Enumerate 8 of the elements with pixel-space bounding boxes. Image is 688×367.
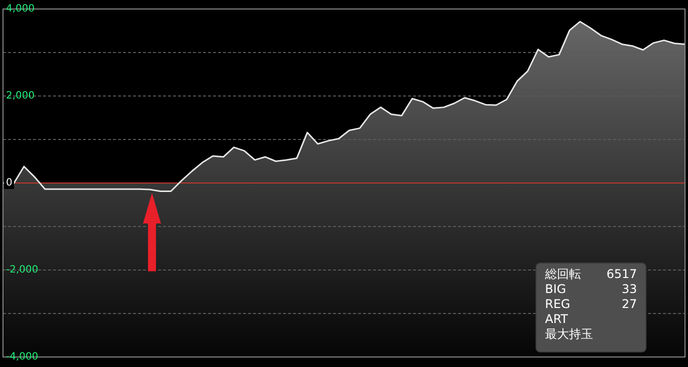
annotation: 最大持玉: [545, 327, 593, 341]
annotation: ART: [545, 312, 569, 326]
y-tick-label: -2,000: [6, 264, 38, 276]
y-tick-label: 2,000: [6, 90, 35, 102]
y-tick-label: 0: [6, 178, 12, 188]
text: 総回転 6517: [545, 267, 637, 281]
text: REG 27: [545, 297, 637, 311]
text: BIG 33: [545, 282, 637, 296]
